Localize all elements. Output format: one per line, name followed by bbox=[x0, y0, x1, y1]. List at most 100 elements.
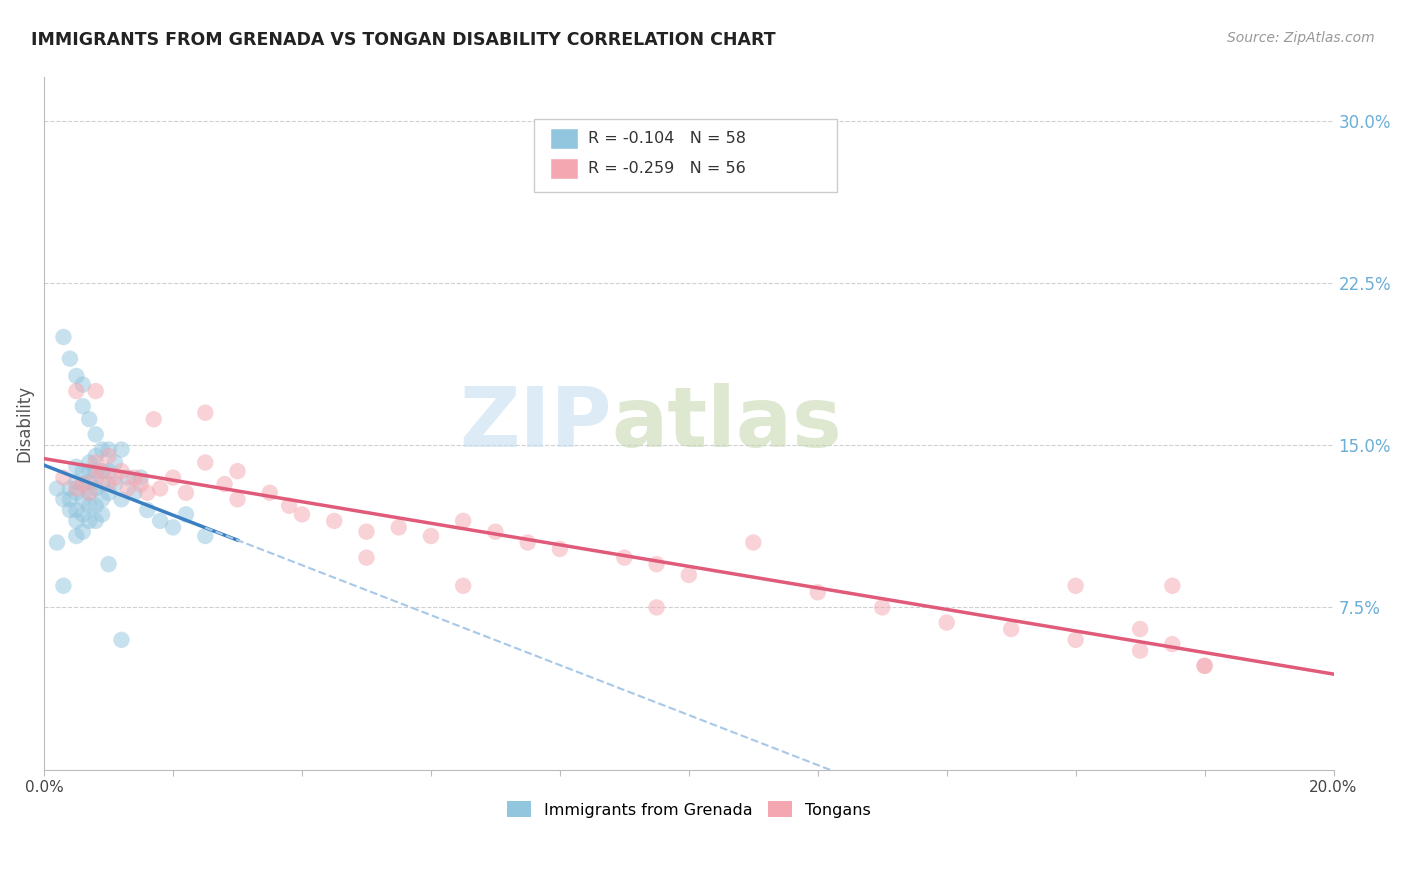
Point bbox=[1194, 658, 1216, 673]
Point bbox=[451, 514, 474, 528]
Point bbox=[1161, 579, 1184, 593]
Point bbox=[77, 485, 100, 500]
Point bbox=[117, 482, 139, 496]
Text: atlas: atlas bbox=[612, 383, 842, 464]
Point bbox=[65, 482, 87, 496]
Point bbox=[129, 470, 152, 484]
Point bbox=[1161, 637, 1184, 651]
Point bbox=[72, 477, 94, 491]
Point bbox=[65, 485, 87, 500]
Point bbox=[97, 442, 120, 457]
Point bbox=[645, 600, 668, 615]
Point bbox=[97, 557, 120, 571]
Point bbox=[194, 455, 217, 469]
Point bbox=[548, 541, 571, 556]
Point bbox=[174, 508, 197, 522]
Point bbox=[110, 492, 132, 507]
Point bbox=[91, 477, 114, 491]
Point bbox=[149, 514, 172, 528]
Point bbox=[807, 585, 830, 599]
Point bbox=[742, 535, 765, 549]
Point bbox=[259, 485, 281, 500]
Point bbox=[46, 535, 69, 549]
Point bbox=[46, 482, 69, 496]
Point bbox=[59, 482, 82, 496]
Point bbox=[72, 464, 94, 478]
Point bbox=[91, 508, 114, 522]
Point bbox=[516, 535, 538, 549]
Point bbox=[77, 475, 100, 489]
Text: R = -0.104   N = 58: R = -0.104 N = 58 bbox=[588, 131, 747, 146]
Point bbox=[91, 464, 114, 478]
Point bbox=[278, 499, 301, 513]
Point bbox=[65, 475, 87, 489]
Point bbox=[77, 412, 100, 426]
Point bbox=[65, 459, 87, 474]
Point bbox=[84, 499, 107, 513]
Point bbox=[72, 492, 94, 507]
Point bbox=[142, 412, 165, 426]
Point bbox=[162, 470, 184, 484]
Point bbox=[451, 579, 474, 593]
Point bbox=[72, 377, 94, 392]
Point bbox=[72, 524, 94, 539]
Point bbox=[136, 485, 159, 500]
Point bbox=[678, 568, 700, 582]
Point bbox=[226, 492, 249, 507]
Point bbox=[77, 514, 100, 528]
Point bbox=[59, 503, 82, 517]
Point bbox=[1129, 622, 1152, 636]
Point bbox=[226, 464, 249, 478]
Point bbox=[77, 464, 100, 478]
Text: R = -0.259   N = 56: R = -0.259 N = 56 bbox=[588, 161, 747, 177]
Point bbox=[97, 464, 120, 478]
Point bbox=[97, 485, 120, 500]
Point bbox=[645, 557, 668, 571]
Point bbox=[323, 514, 346, 528]
Legend: Immigrants from Grenada, Tongans: Immigrants from Grenada, Tongans bbox=[501, 795, 877, 824]
Point bbox=[84, 514, 107, 528]
Point bbox=[1064, 632, 1087, 647]
Point bbox=[77, 455, 100, 469]
Point bbox=[356, 524, 378, 539]
Point bbox=[1194, 658, 1216, 673]
Point bbox=[59, 351, 82, 366]
Point bbox=[84, 482, 107, 496]
Y-axis label: Disability: Disability bbox=[15, 385, 32, 462]
Point bbox=[162, 520, 184, 534]
Point bbox=[129, 477, 152, 491]
Point bbox=[613, 550, 636, 565]
FancyBboxPatch shape bbox=[534, 119, 837, 192]
Point bbox=[91, 442, 114, 457]
Bar bbox=[550, 128, 578, 149]
Point bbox=[194, 529, 217, 543]
Point bbox=[52, 579, 75, 593]
Point bbox=[104, 477, 127, 491]
Point bbox=[65, 514, 87, 528]
Point bbox=[97, 477, 120, 491]
Point bbox=[935, 615, 957, 630]
Point bbox=[149, 482, 172, 496]
Point bbox=[97, 449, 120, 463]
Text: ZIP: ZIP bbox=[458, 383, 612, 464]
Point bbox=[110, 632, 132, 647]
Point bbox=[117, 470, 139, 484]
Point bbox=[77, 499, 100, 513]
Point bbox=[291, 508, 314, 522]
Point bbox=[52, 492, 75, 507]
Point bbox=[72, 399, 94, 413]
Point bbox=[124, 485, 146, 500]
Point bbox=[356, 550, 378, 565]
Point bbox=[484, 524, 506, 539]
Point bbox=[91, 464, 114, 478]
Point bbox=[419, 529, 441, 543]
Point bbox=[91, 492, 114, 507]
Point bbox=[124, 470, 146, 484]
Point bbox=[110, 442, 132, 457]
Point bbox=[59, 492, 82, 507]
Point bbox=[52, 470, 75, 484]
Point bbox=[84, 449, 107, 463]
Point bbox=[52, 330, 75, 344]
Text: Source: ZipAtlas.com: Source: ZipAtlas.com bbox=[1227, 31, 1375, 45]
Point bbox=[65, 368, 87, 383]
